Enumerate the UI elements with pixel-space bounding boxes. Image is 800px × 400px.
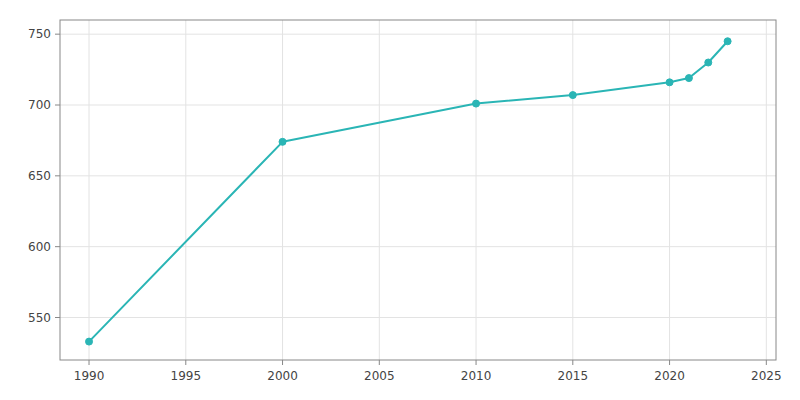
- y-tick: [55, 175, 60, 176]
- x-tick: [669, 360, 670, 365]
- x-grid-line: [572, 20, 573, 360]
- y-tick: [55, 246, 60, 247]
- data-point: [724, 38, 731, 45]
- data-point: [705, 59, 712, 66]
- y-grid-line: [60, 105, 776, 106]
- x-tick-label: 2025: [751, 369, 782, 383]
- x-tick-label: 2020: [654, 369, 685, 383]
- x-tick: [379, 360, 380, 365]
- x-grid-line: [476, 20, 477, 360]
- x-tick: [572, 360, 573, 365]
- chart-svg: 1990 1995 2000 2005 2010 2015 2020 2025 550 600 65…: [0, 0, 800, 400]
- y-grid-line: [60, 34, 776, 35]
- data-point: [569, 92, 576, 99]
- series: [86, 38, 732, 345]
- y-tick-label: 750: [28, 27, 51, 41]
- grid: [60, 20, 776, 360]
- x-grid-line: [669, 20, 670, 360]
- x-grid-line: [185, 20, 186, 360]
- y-tick-label: 650: [28, 169, 51, 183]
- x-tick-label: 2015: [558, 369, 589, 383]
- y-tick: [55, 34, 60, 35]
- x-tick-label: 2010: [461, 369, 492, 383]
- y-grid-line: [60, 317, 776, 318]
- x-grid-line: [379, 20, 380, 360]
- chart-container: 1990 1995 2000 2005 2010 2015 2020 2025 550 600 65…: [0, 0, 800, 400]
- x-tick-label: 2005: [364, 369, 395, 383]
- data-line: [89, 41, 728, 341]
- y-tick-label: 600: [28, 240, 51, 254]
- plot-frame: [60, 20, 776, 360]
- x-grid-line: [282, 20, 283, 360]
- axes: 1990 1995 2000 2005 2010 2015 2020 2025 550 600 65…: [28, 27, 782, 383]
- x-tick: [476, 360, 477, 365]
- data-point: [473, 100, 480, 107]
- x-tick: [282, 360, 283, 365]
- y-tick: [55, 105, 60, 106]
- y-tick-label: 700: [28, 98, 51, 112]
- data-point: [279, 138, 286, 145]
- x-grid-line: [89, 20, 90, 360]
- x-tick-label: 1990: [74, 369, 105, 383]
- plot-background: [60, 20, 776, 360]
- y-tick-label: 550: [28, 311, 51, 325]
- y-tick: [55, 317, 60, 318]
- data-point: [666, 79, 673, 86]
- x-tick: [89, 360, 90, 365]
- x-tick: [766, 360, 767, 365]
- x-tick-label: 2000: [267, 369, 298, 383]
- y-grid-line: [60, 246, 776, 247]
- y-grid-line: [60, 175, 776, 176]
- data-point: [685, 75, 692, 82]
- x-grid-line: [766, 20, 767, 360]
- x-tick: [185, 360, 186, 365]
- x-tick-label: 1995: [171, 369, 202, 383]
- data-point: [86, 338, 93, 345]
